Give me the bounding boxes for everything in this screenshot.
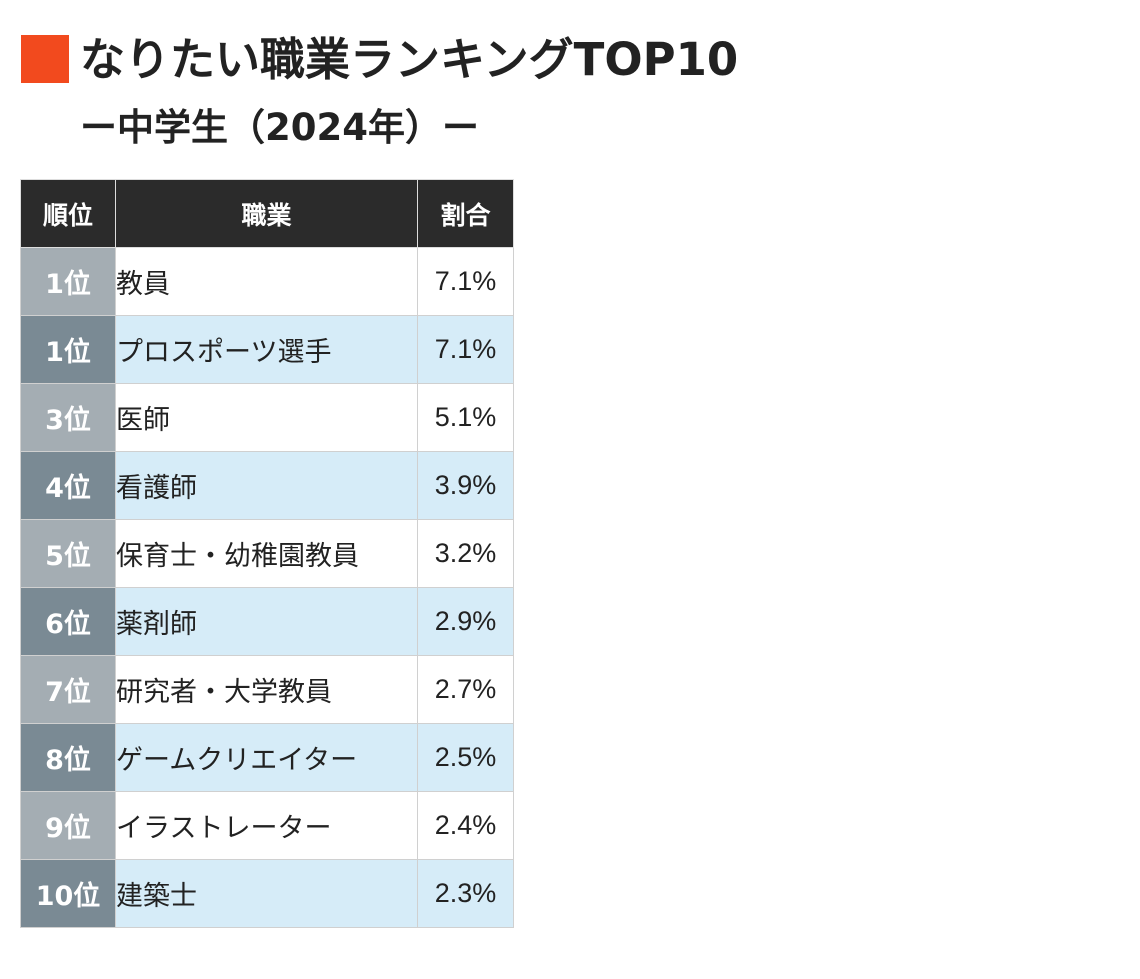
table-row: 7位 研究者・大学教員 2.7% [20,655,514,724]
job-cell: 研究者・大学教員 [115,655,418,724]
table-row: 1位 教員 7.1% [20,247,514,316]
table-header: 順位 職業 割合 [20,179,514,248]
header-rank: 順位 [20,179,116,248]
job-cell: ゲームクリエイター [115,723,418,792]
share-cell: 5.1% [417,383,514,452]
rank-cell: 6位 [20,587,116,656]
table-row: 4位 看護師 3.9% [20,451,514,520]
job-cell: 教員 [115,247,418,316]
job-cell: 医師 [115,383,418,452]
header-row: 順位 職業 割合 [20,179,514,248]
share-cell: 7.1% [417,247,514,316]
rank-cell: 8位 [20,723,116,792]
chart-subtitle: ー中学生（2024年）ー [80,106,479,149]
share-cell: 2.5% [417,723,514,792]
table-row: 10位 建築士 2.3% [20,859,514,928]
share-cell: 3.9% [417,451,514,520]
rank-cell: 10位 [20,859,116,928]
job-cell: 保育士・幼稚園教員 [115,519,418,588]
table-body: 1位 教員 7.1% 1位 プロスポーツ選手 7.1% 3位 医師 5.1% 4… [20,247,514,928]
job-cell: プロスポーツ選手 [115,315,418,384]
table-row: 3位 医師 5.1% [20,383,514,452]
share-cell: 2.4% [417,791,514,860]
chart-title: なりたい職業ランキングTOP10 [80,33,739,86]
rank-cell: 9位 [20,791,116,860]
table-row: 8位 ゲームクリエイター 2.5% [20,723,514,792]
job-cell: イラストレーター [115,791,418,860]
table-row: 9位 イラストレーター 2.4% [20,791,514,860]
rank-cell: 3位 [20,383,116,452]
job-cell: 建築士 [115,859,418,928]
ranking-table: 順位 職業 割合 1位 教員 7.1% 1位 プロスポーツ選手 7.1% 3位 … [20,179,514,928]
share-cell: 2.3% [417,859,514,928]
table-row: 6位 薬剤師 2.9% [20,587,514,656]
rank-cell: 7位 [20,655,116,724]
job-cell: 薬剤師 [115,587,418,656]
table-row: 1位 プロスポーツ選手 7.1% [20,315,514,384]
job-cell: 看護師 [115,451,418,520]
share-cell: 3.2% [417,519,514,588]
share-cell: 2.9% [417,587,514,656]
rank-cell: 1位 [20,315,116,384]
title-marker-square [21,35,69,83]
rank-cell: 4位 [20,451,116,520]
share-cell: 7.1% [417,315,514,384]
header-job: 職業 [115,179,418,248]
rank-cell: 5位 [20,519,116,588]
share-cell: 2.7% [417,655,514,724]
table-row: 5位 保育士・幼稚園教員 3.2% [20,519,514,588]
header-share: 割合 [417,179,514,248]
rank-cell: 1位 [20,247,116,316]
